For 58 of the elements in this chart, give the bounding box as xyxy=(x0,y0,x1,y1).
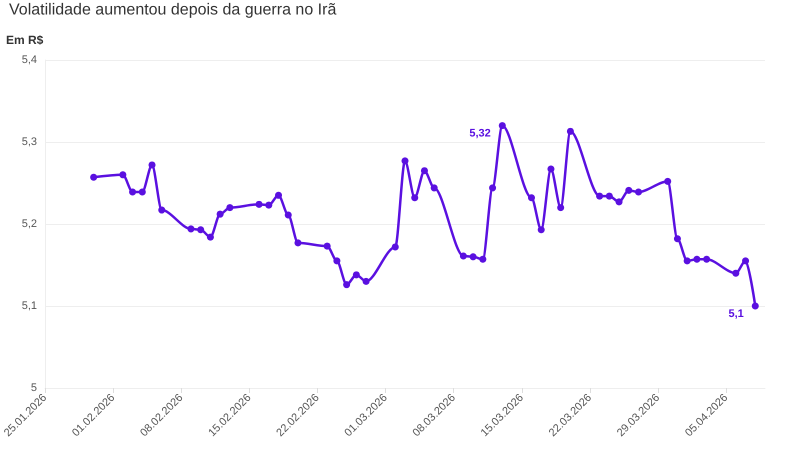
point xyxy=(90,174,98,181)
point xyxy=(265,202,272,209)
point xyxy=(206,234,214,241)
point xyxy=(343,281,350,288)
data-label: 5,1 xyxy=(728,308,744,320)
point xyxy=(528,194,535,202)
y-tick-label: 5,3 xyxy=(22,136,37,148)
y-tick-label: 5,2 xyxy=(22,218,37,230)
y-tick-label: 5 xyxy=(30,382,37,394)
point xyxy=(148,161,156,168)
point xyxy=(674,235,681,242)
y-tick-label: 5,1 xyxy=(22,300,37,312)
point xyxy=(479,256,486,263)
point xyxy=(138,188,146,196)
point xyxy=(752,302,759,310)
point xyxy=(498,122,506,130)
point xyxy=(420,167,428,174)
point xyxy=(284,211,292,218)
point xyxy=(625,186,632,194)
point xyxy=(538,226,545,234)
point xyxy=(742,257,750,264)
point xyxy=(362,278,370,285)
point xyxy=(119,171,126,178)
chart-title: Volatilidade aumentou depois da guerra no Irã xyxy=(9,2,336,18)
point xyxy=(187,225,194,232)
data-label: 5,32 xyxy=(469,128,491,140)
point xyxy=(430,184,438,192)
point xyxy=(460,252,467,260)
point xyxy=(489,184,496,192)
point xyxy=(392,243,399,250)
point xyxy=(129,188,136,196)
point xyxy=(606,192,613,200)
point xyxy=(684,257,691,264)
point xyxy=(566,128,574,135)
point xyxy=(596,192,604,200)
point xyxy=(703,256,710,263)
point xyxy=(256,200,263,208)
point xyxy=(352,271,360,278)
point xyxy=(411,194,418,202)
point xyxy=(557,204,564,212)
y-axis-title: Em R$ xyxy=(6,33,44,47)
point xyxy=(226,204,234,212)
point xyxy=(324,242,331,250)
point xyxy=(333,257,340,264)
point xyxy=(294,239,302,246)
point xyxy=(197,226,204,234)
point xyxy=(470,253,477,260)
point xyxy=(732,270,740,277)
point xyxy=(158,206,166,214)
y-tick-label: 5,4 xyxy=(22,54,37,66)
point xyxy=(216,210,224,218)
point xyxy=(635,188,642,196)
point xyxy=(664,178,672,185)
point xyxy=(402,157,408,164)
point xyxy=(616,198,623,206)
point xyxy=(693,256,700,263)
point xyxy=(275,192,282,199)
point xyxy=(547,166,554,173)
